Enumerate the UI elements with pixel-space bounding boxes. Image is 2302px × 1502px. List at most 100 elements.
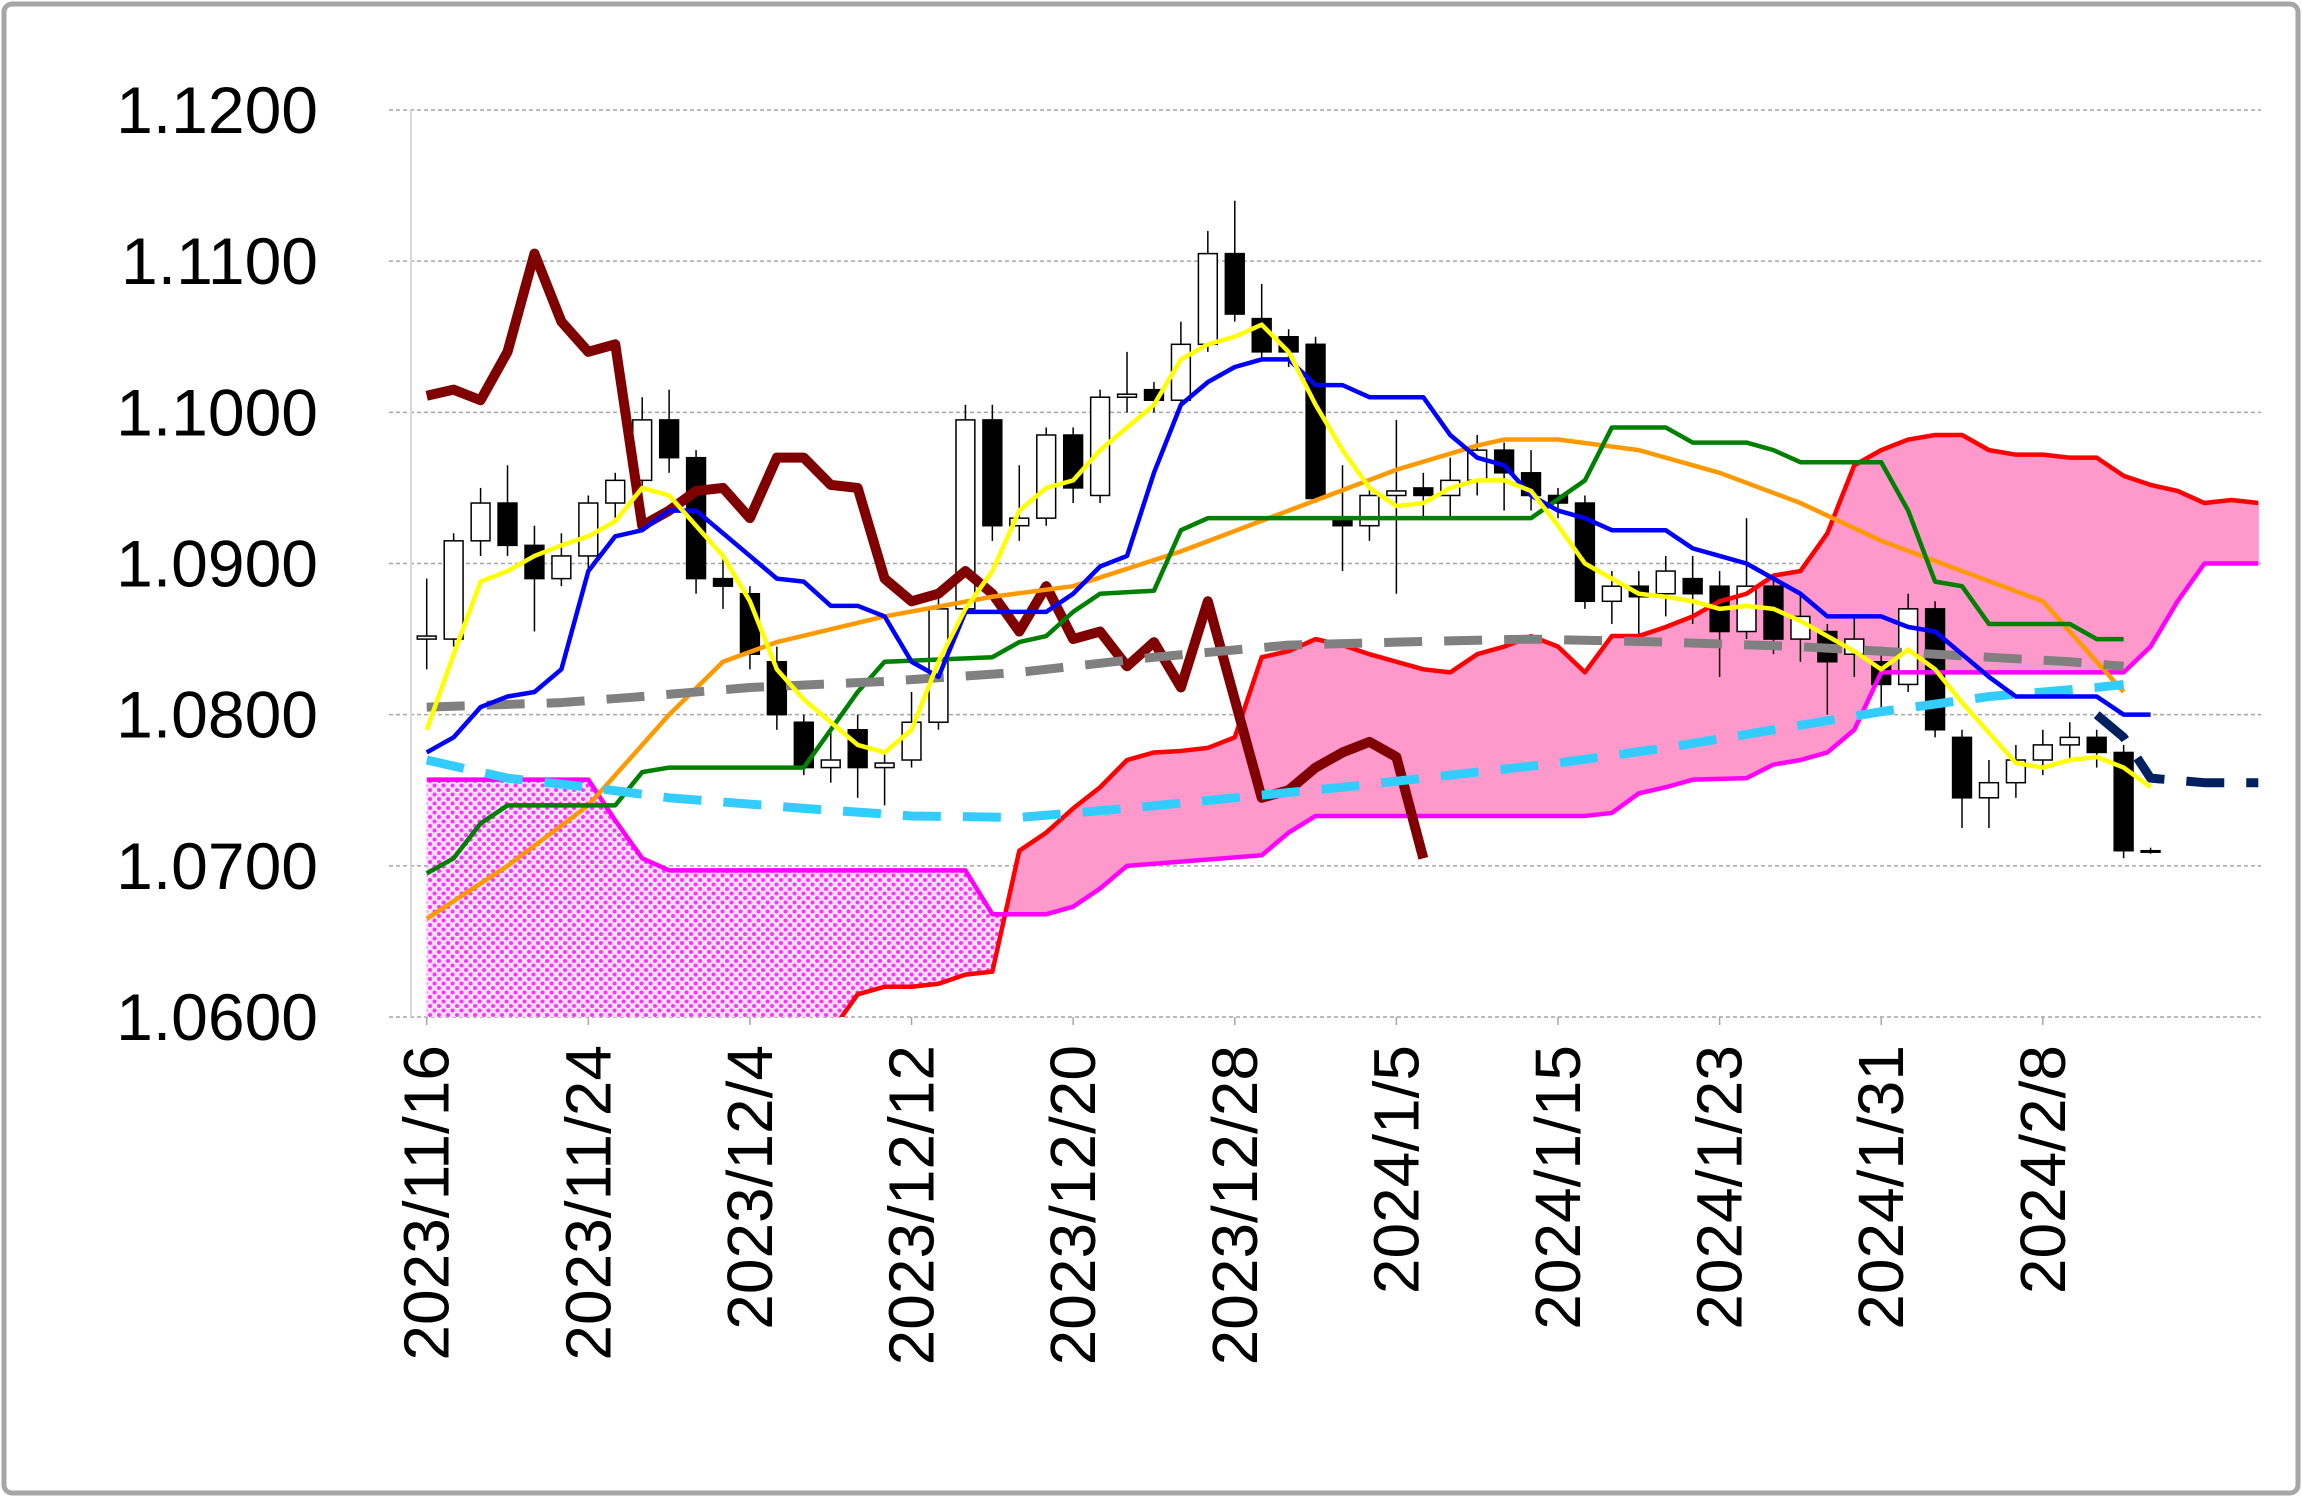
cloud-band	[2022, 454, 2030, 673]
cloud-band	[985, 903, 993, 973]
cloud-band	[978, 892, 987, 974]
cloud-band	[1369, 654, 1377, 816]
cloud-band	[1578, 665, 1586, 816]
cloud-band	[763, 870, 771, 1017]
cloud-band	[433, 779, 441, 1017]
cloud-band	[904, 870, 913, 987]
cloud-band	[642, 858, 650, 1017]
cloud-band	[810, 870, 818, 1017]
candle-body	[2140, 849, 2161, 853]
cloud-band	[1800, 561, 1808, 761]
cloud-band	[1308, 639, 1317, 821]
cloud-band	[891, 870, 899, 987]
candle-body	[2059, 736, 2080, 746]
cloud-band	[662, 867, 670, 1017]
candle-body	[1359, 494, 1380, 527]
cloud-band	[1625, 636, 1633, 804]
cloud-band	[534, 779, 542, 1017]
cloud-band	[1854, 461, 1862, 730]
y-tick-label: 1.0900	[116, 527, 318, 601]
cloud-band	[1692, 612, 1700, 780]
cloud-band	[1948, 435, 1956, 673]
candle-body	[2113, 751, 2134, 852]
cloud-band	[756, 870, 764, 1017]
cloud-band	[473, 779, 482, 1017]
cloud-band	[2177, 490, 2185, 602]
x-tick-label: 2024/1/5	[1360, 1045, 1432, 1294]
cloud-band	[675, 870, 684, 1017]
cloud-band	[1295, 645, 1303, 829]
cloud-band	[1288, 648, 1296, 833]
cloud-band	[1490, 648, 1498, 816]
candle-body	[1978, 781, 2000, 799]
cloud-band	[1039, 832, 1047, 915]
cloud-band	[938, 870, 946, 984]
cloud-band	[2150, 484, 2158, 647]
cloud-band	[1591, 654, 1599, 816]
cloud-band	[608, 810, 616, 1017]
cloud-band	[918, 870, 926, 987]
cloud-band	[1180, 750, 1189, 862]
candle-body	[1009, 517, 1030, 527]
cloud-band	[1672, 621, 1680, 786]
x-tick-label: 2024/2/8	[2007, 1045, 2079, 1294]
cloud-band	[1127, 758, 1135, 866]
cloud-band	[2036, 454, 2044, 673]
cloud-band	[736, 870, 744, 1017]
cloud-band	[554, 779, 562, 1017]
cloud-band	[1962, 435, 1970, 673]
cloud-band	[547, 779, 556, 1017]
cloud-band	[621, 829, 630, 1017]
series-line	[838, 432, 2259, 1017]
plot-area	[416, 200, 2259, 1017]
cloud-band	[635, 848, 643, 1017]
x-tick-label: 2024/1/23	[1684, 1045, 1756, 1330]
series-line	[425, 357, 2151, 755]
cloud-band	[1571, 659, 1579, 816]
cloud-band	[1955, 435, 1963, 673]
x-tick-label: 2024/1/15	[1522, 1045, 1594, 1330]
cloud-band	[2063, 456, 2071, 673]
y-tick-label: 1.1200	[116, 73, 318, 147]
x-tick-label: 2023/12/28	[1199, 1045, 1271, 1365]
candle-body	[982, 419, 1003, 527]
cloud-band	[2137, 480, 2145, 660]
cloud-band	[1968, 438, 1977, 673]
cloud-band	[1079, 797, 1088, 903]
cloud-band	[2069, 457, 2078, 673]
cloud-band	[1187, 749, 1195, 862]
cloud-band	[2015, 454, 2024, 673]
cloud-band	[951, 870, 960, 980]
cloud-band	[494, 779, 502, 1017]
cloud-band	[1113, 766, 1121, 878]
cloud-band	[770, 870, 778, 1017]
candle-body	[1951, 736, 1973, 799]
cloud-band	[541, 779, 549, 1017]
cloud-band	[2002, 452, 2010, 673]
cloud-band	[1133, 756, 1142, 866]
cloud-band	[729, 870, 738, 1017]
cloud-band	[2042, 454, 2051, 673]
cloud-band	[1382, 657, 1391, 816]
cloud-band	[588, 779, 596, 1017]
series-line	[425, 679, 2125, 822]
cloud-band	[797, 870, 805, 1017]
cloud-band	[2204, 502, 2212, 564]
candle-body	[2032, 744, 2054, 761]
candle-body	[497, 502, 518, 547]
cloud-band	[1834, 499, 1842, 747]
cloud-band	[2251, 502, 2259, 564]
cloud-band	[857, 870, 866, 995]
cloud-band	[1120, 760, 1128, 872]
cloud-band	[2224, 500, 2232, 564]
cloud-band	[1423, 669, 1431, 816]
cloud-band	[2123, 475, 2131, 673]
candle-body	[1224, 252, 1245, 315]
cloud-band	[2116, 471, 2125, 673]
cloud-band	[1019, 846, 1027, 915]
cloud-band	[850, 870, 859, 1004]
cloud-band	[574, 779, 583, 1017]
cloud-band	[1840, 482, 1849, 742]
candle-body	[658, 419, 680, 459]
cloud-band	[1268, 654, 1276, 850]
